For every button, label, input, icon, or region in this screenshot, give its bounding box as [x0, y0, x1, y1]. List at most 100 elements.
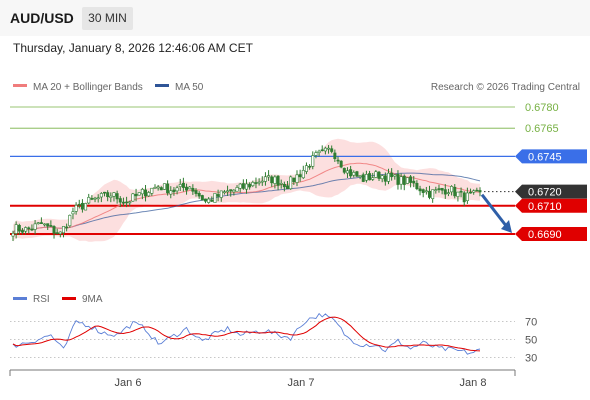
price-level-label: 0.6720 — [528, 187, 562, 199]
candle-body — [131, 193, 135, 202]
candle-body — [112, 192, 116, 197]
candle-body — [30, 228, 34, 231]
candle-body — [213, 192, 217, 203]
price-level-label: 0.6710 — [528, 201, 562, 213]
candle-body — [118, 198, 122, 203]
candle-body — [115, 193, 119, 200]
candle-body — [144, 189, 148, 197]
candles — [11, 145, 482, 242]
candle-body — [87, 197, 91, 204]
candle-body — [456, 191, 460, 197]
candle-body — [368, 173, 372, 181]
candle-body — [437, 188, 441, 190]
candle-body — [267, 175, 271, 178]
candle-body — [405, 177, 409, 184]
candle-body — [440, 187, 444, 191]
symbol-title: AUD/USD — [10, 10, 74, 26]
candle-body — [469, 191, 473, 194]
candle-body — [459, 190, 463, 193]
candle-body — [412, 180, 416, 184]
candle-body — [260, 180, 264, 183]
rsi-tick-label: 70 — [525, 317, 537, 329]
candle-body — [393, 174, 397, 177]
candle-body — [134, 193, 138, 197]
candle-body — [140, 189, 144, 195]
candle-body — [68, 214, 72, 227]
candle-body — [295, 174, 299, 183]
candle-body — [342, 167, 346, 173]
candle-body — [153, 187, 157, 189]
price-level-tag — [515, 227, 587, 241]
candle-body — [203, 198, 207, 202]
candle-body — [323, 147, 327, 152]
header-bar: AUD/USD 30 MIN — [0, 0, 590, 36]
candle-body — [27, 227, 31, 230]
candle-body — [415, 182, 419, 190]
candle-body — [235, 187, 239, 192]
candle-body — [345, 170, 349, 174]
candle-body — [289, 176, 293, 190]
candle-body — [390, 172, 394, 178]
candle-body — [197, 192, 201, 197]
candle-body — [106, 192, 110, 198]
candle-body — [333, 152, 337, 159]
ma50-legend-swatch — [155, 84, 169, 87]
price-level-tag — [515, 149, 587, 164]
candle-body — [55, 232, 59, 234]
candle-body — [377, 171, 381, 179]
candle-body — [46, 223, 50, 227]
price-level-label: 0.6690 — [528, 229, 562, 241]
candle-body — [336, 159, 340, 162]
candle-body — [248, 183, 252, 188]
candle-body — [478, 190, 482, 193]
rsi-ma-line — [12, 316, 481, 352]
candle-body — [96, 197, 100, 200]
candle-body — [33, 223, 37, 230]
candle-body — [317, 150, 321, 153]
candle-body — [330, 148, 334, 152]
candle-body — [453, 186, 457, 197]
candle-body — [49, 225, 53, 227]
candle-body — [39, 222, 43, 224]
candle-body — [428, 190, 432, 198]
candle-body — [74, 204, 78, 212]
candle-body — [472, 190, 476, 193]
candle-body — [241, 183, 245, 189]
forecast-arrow-head — [501, 220, 512, 233]
candle-body — [327, 147, 331, 150]
price-level-label: 0.6765 — [525, 123, 559, 135]
candle-body — [450, 186, 454, 193]
timeframe-button[interactable]: 30 MIN — [82, 7, 133, 30]
time-axis-label: Jan 8 — [460, 377, 487, 389]
candle-body — [84, 203, 88, 211]
candle-body — [219, 190, 223, 198]
candle-body — [181, 182, 185, 188]
candle-body — [17, 224, 21, 232]
candle-body — [279, 182, 283, 185]
candle-body — [273, 176, 277, 184]
candle-body — [207, 198, 211, 203]
candle-body — [93, 197, 97, 200]
price-level-tag — [515, 198, 587, 213]
candle-body — [245, 183, 249, 190]
candle-body — [166, 183, 170, 194]
candle-body — [349, 169, 353, 177]
candle-body — [52, 226, 56, 234]
candle-body — [465, 192, 469, 202]
candle-body — [109, 195, 113, 198]
candle-body — [339, 160, 343, 168]
candle-body — [175, 187, 179, 192]
rsi-legend-label: RSI — [33, 294, 50, 305]
candle-body — [434, 189, 438, 191]
candle-body — [409, 176, 413, 183]
candle-body — [58, 231, 62, 235]
candle-body — [77, 203, 81, 206]
candle-body — [311, 155, 315, 167]
candle-body — [371, 177, 375, 180]
candle-body — [24, 227, 28, 232]
candle-body — [147, 192, 151, 197]
candle-body — [103, 191, 107, 194]
candle-body — [276, 175, 280, 186]
candle-body — [263, 176, 267, 182]
